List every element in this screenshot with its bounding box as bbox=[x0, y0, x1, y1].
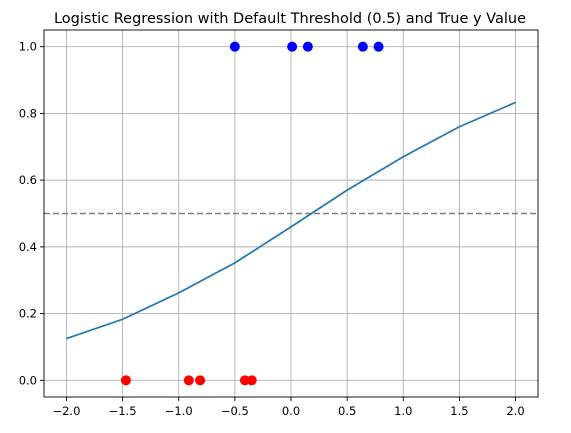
x-tick-label: 1.5 bbox=[450, 404, 468, 418]
scatter-point bbox=[195, 375, 206, 386]
y-tick-label: 0.6 bbox=[19, 173, 37, 187]
y-tick-label: 0.2 bbox=[19, 307, 37, 321]
x-tick-label: −1.5 bbox=[109, 404, 137, 418]
scatter-point bbox=[373, 41, 384, 52]
scatter-point bbox=[302, 41, 313, 52]
ticks-layer: −2.0 −1.5 −1.0 −0.5 0.0 0.5 1.0 1.5 2.0 0.0 0.2 0.4… bbox=[19, 40, 525, 418]
logistic-curve bbox=[66, 101, 516, 340]
scatter-point bbox=[120, 375, 131, 386]
points-layer bbox=[120, 41, 384, 386]
y-tick-label: 0.8 bbox=[19, 106, 37, 120]
scatter-point bbox=[183, 375, 194, 386]
scatter-point bbox=[246, 375, 257, 386]
x-tick-label: 0.5 bbox=[338, 404, 356, 418]
x-tick-label: −0.5 bbox=[221, 404, 249, 418]
x-tick-label: −1.0 bbox=[165, 404, 193, 418]
y-tick-label: 0.4 bbox=[19, 240, 37, 254]
x-tick-label: −2.0 bbox=[52, 404, 80, 418]
curve-layer bbox=[66, 101, 516, 340]
y-tick-label: 1.0 bbox=[19, 40, 37, 54]
y-tick-label: 0.0 bbox=[19, 373, 37, 387]
x-tick-label: 0.0 bbox=[282, 404, 300, 418]
scatter-point bbox=[357, 41, 368, 52]
scatter-point bbox=[287, 41, 298, 52]
scatter-point bbox=[229, 41, 240, 52]
chart-title: Logistic Regression with Default Thresho… bbox=[54, 11, 526, 27]
x-tick-label: 1.0 bbox=[394, 404, 412, 418]
x-tick-label: 2.0 bbox=[506, 404, 524, 418]
